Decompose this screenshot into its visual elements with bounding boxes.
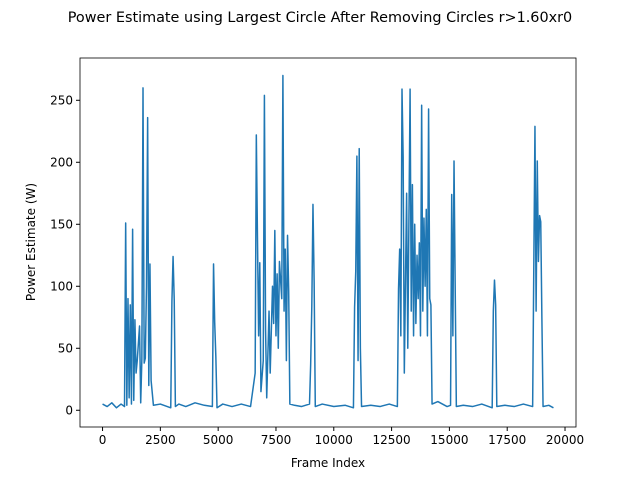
x-tick-label: 0	[99, 433, 107, 447]
y-tick-label: 250	[50, 93, 73, 107]
plot-frame	[79, 57, 577, 428]
x-axis-label: Frame Index	[291, 456, 365, 470]
x-tick-label: 10000	[315, 433, 353, 447]
y-tick-label: 100	[50, 279, 73, 293]
x-tick-label: 20000	[546, 433, 584, 447]
x-tick-label: 5000	[203, 433, 234, 447]
y-axis-label: Power Estimate (W)	[24, 183, 38, 301]
y-tick-label: 0	[65, 403, 73, 417]
chart-title: Power Estimate using Largest Circle Afte…	[68, 10, 572, 26]
x-tick-label: 12500	[372, 433, 410, 447]
y-tick-label: 200	[50, 155, 73, 169]
x-tick-label: 7500	[261, 433, 292, 447]
x-tick-label: 2500	[145, 433, 176, 447]
y-tick-label: 50	[58, 341, 73, 355]
y-tick-label: 150	[50, 217, 73, 231]
x-tick-label: 15000	[430, 433, 468, 447]
data-line	[102, 74, 554, 409]
x-tick-label: 17500	[488, 433, 526, 447]
